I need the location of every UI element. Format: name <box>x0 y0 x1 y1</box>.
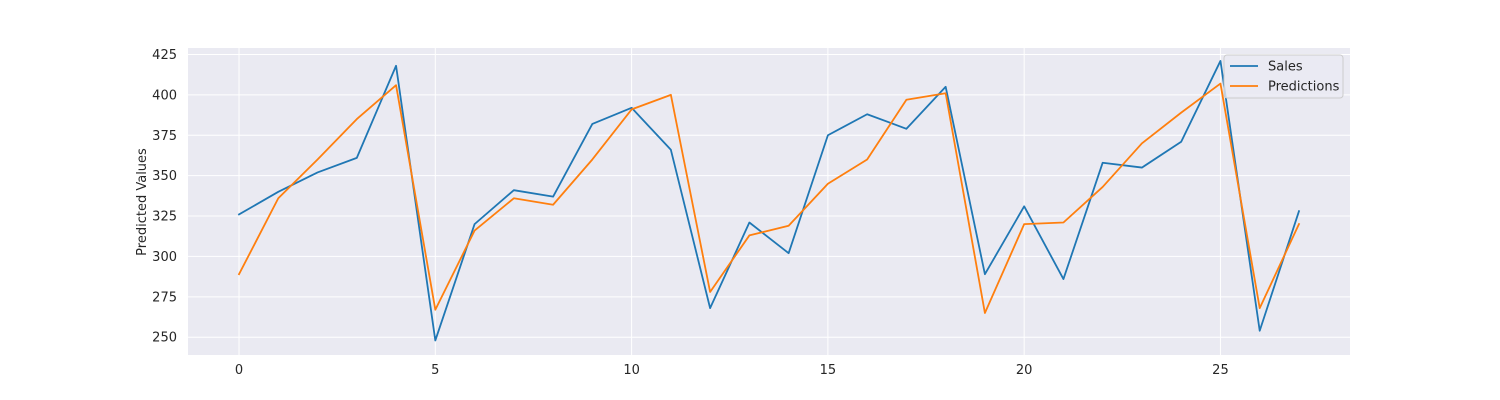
y-tick-label: 275 <box>152 290 177 305</box>
y-tick-label: 425 <box>152 48 177 63</box>
y-tick-label: 250 <box>152 331 177 346</box>
y-tick-label: 375 <box>152 129 177 144</box>
y-tick-label: 325 <box>152 210 177 225</box>
x-tick-labels: 0 5 10 15 20 25 <box>235 363 1229 378</box>
plot-background <box>188 48 1350 355</box>
grid <box>188 48 1350 355</box>
series-line-predictions <box>237 82 1301 314</box>
y-tick-label: 400 <box>152 88 177 103</box>
x-tick-label: 5 <box>431 363 439 378</box>
x-tick-label: 15 <box>820 363 837 378</box>
x-tick-label: 0 <box>235 363 243 378</box>
y-axis-label: Predicted Values <box>135 148 150 256</box>
y-tick-label: 300 <box>152 250 177 265</box>
x-tick-label: 25 <box>1212 363 1229 378</box>
y-tick-labels: 250 275 300 325 350 375 400 425 <box>152 48 177 346</box>
y-tick-label: 350 <box>152 169 177 184</box>
legend-label: Sales <box>1268 60 1303 75</box>
x-tick-label: 20 <box>1016 363 1033 378</box>
x-tick-label: 10 <box>623 363 640 378</box>
legend: Sales Predictions <box>1223 54 1344 99</box>
series-lines <box>237 60 1301 342</box>
legend-label: Predictions <box>1268 80 1340 95</box>
